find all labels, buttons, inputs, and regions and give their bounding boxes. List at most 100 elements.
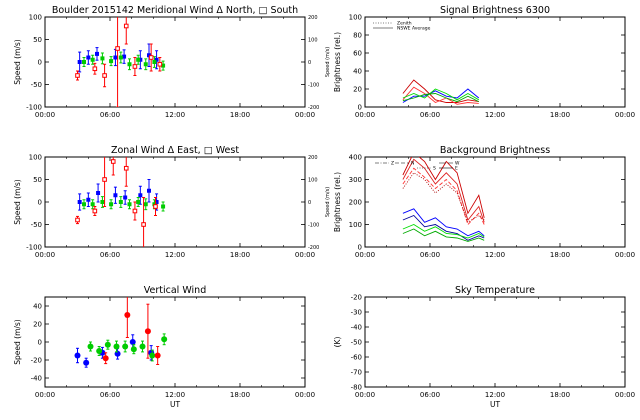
meridional-point [132, 64, 138, 69]
signal-legend-label: NSWE Average [397, 26, 431, 32]
background-series-line [402, 158, 485, 223]
skytemp-ytick-label: -50 [351, 339, 362, 347]
signal-series-line [402, 88, 480, 103]
background-xtick-label: 12:00 [485, 251, 505, 259]
vertical-point [83, 359, 90, 366]
meridional-point [77, 60, 82, 64]
meridional-point [109, 59, 114, 64]
signal-xtick-label: 18:00 [550, 111, 570, 119]
zonal-ylabel-right: Speed (m/s) [325, 187, 331, 217]
meridional-ytick-right-label: 0 [308, 60, 311, 66]
skytemp-xtick-label: 06:00 [420, 391, 440, 399]
background-series-line [402, 214, 485, 241]
vertical-point [104, 341, 111, 348]
zonal-ylabel: Speed (m/s) [13, 179, 22, 225]
meridional-point [113, 55, 118, 60]
meridional-point [136, 57, 141, 62]
background-legend-label: E [455, 166, 458, 172]
vertical-point [139, 343, 146, 350]
signal-panel: Signal Brightness 6300 00:00 06:00 12:00 18:… [333, 5, 635, 119]
signal-legend-label: Zenith [397, 21, 412, 27]
meridional-ytick-label: 100 [29, 14, 42, 22]
skytemp-xtick-label: 12:00 [485, 391, 505, 399]
signal-ytick-label: 20 [353, 86, 362, 94]
meridional-ylabel: Speed (m/s) [13, 39, 22, 85]
zonal-xtick-label: 06:00 [100, 251, 120, 259]
meridional-ytick-label: 50 [33, 36, 42, 44]
meridional-xtick-label: 12:00 [165, 111, 185, 119]
zonal-point [143, 202, 148, 207]
zonal-point [123, 165, 129, 171]
zonal-point [96, 191, 101, 195]
meridional-point [148, 55, 154, 60]
meridional-point [138, 57, 143, 62]
signal-xtick-label: 06:00 [420, 111, 440, 119]
vertical-xtick-label: 18:00 [230, 391, 250, 399]
vertical-xtick-label: 00:00 [295, 391, 315, 399]
meridional-xtick-label: 00:00 [295, 111, 315, 119]
signal-series-line [402, 86, 479, 105]
zonal-ytick-label: -100 [26, 244, 42, 252]
skytemp-xtick-label: 00:00 [355, 391, 375, 399]
background-xtick-label: 00:00 [355, 251, 375, 259]
skytemp-xlabel: UT [490, 400, 500, 409]
meridional-point [90, 57, 95, 62]
zonal-ytick-label: -50 [31, 221, 42, 229]
background-legend-label: W [455, 161, 460, 167]
background-ytick-label: 400 [349, 154, 362, 162]
meridional-xtick-label: 00:00 [35, 111, 55, 119]
signal-title: Signal Brightness 6300 [440, 5, 550, 16]
vertical-data [74, 297, 168, 368]
vertical-point [113, 343, 120, 350]
zonal-ytick-right-label: -100 [308, 223, 319, 229]
skytemp-xtick-label: 18:00 [550, 391, 570, 399]
signal-ytick-label: 60 [353, 50, 362, 58]
signal-ytick-label: 80 [353, 32, 362, 40]
vertical-point [74, 352, 81, 359]
zonal-ytick-label: 0 [38, 199, 42, 207]
zonal-point [75, 217, 80, 223]
vertical-ylabel: Speed (m/s) [13, 319, 22, 365]
zonal-point [92, 208, 98, 214]
background-series-line [402, 223, 485, 239]
meridional-ytick-right-label: 100 [308, 38, 318, 44]
zonal-point [86, 197, 91, 202]
zonal-point [161, 204, 166, 209]
zonal-ytick-right-label: 200 [308, 155, 318, 161]
signal-series-line [402, 88, 480, 101]
meridional-point [75, 73, 80, 78]
zonal-ytick-label: 100 [29, 154, 42, 162]
zonal-ytick-right-label: 100 [308, 178, 318, 184]
meridional-point [118, 55, 123, 60]
zonal-point [138, 193, 143, 198]
background-ytick-label: 200 [349, 199, 362, 207]
zonal-point [113, 193, 118, 198]
zonal-point [136, 200, 141, 204]
background-ytick-label: 0 [358, 244, 362, 252]
vertical-ytick-label: 20 [33, 321, 42, 329]
zonal-point [153, 204, 158, 209]
vertical-point [129, 339, 136, 345]
skytemp-xtick-label: 00:00 [615, 391, 635, 399]
vertical-point [122, 343, 129, 350]
signal-xtick-label: 00:00 [615, 111, 635, 119]
zonal-point [147, 188, 151, 193]
zonal-point [123, 195, 128, 200]
meridional-point [154, 57, 159, 62]
meridional-data [75, 17, 166, 107]
background-series-line [402, 157, 485, 218]
zonal-ytick-right-label: 0 [308, 200, 311, 206]
meridional-xtick-label: 18:00 [230, 111, 250, 119]
signal-data [402, 79, 480, 105]
zonal-xtick-label: 18:00 [230, 251, 250, 259]
background-xtick-label: 18:00 [550, 251, 570, 259]
zonal-point [102, 177, 107, 182]
skytemp-ytick-label: -40 [351, 324, 362, 332]
background-legend-label: N [411, 161, 414, 167]
skytemp-ylabel: (K) [333, 337, 342, 348]
meridional-ytick-right-label: -200 [308, 105, 319, 111]
meridional-ytick-label: 0 [38, 59, 42, 67]
vertical-ytick-label: -40 [31, 375, 42, 383]
meridional-point [82, 60, 86, 64]
skytemp-ytick-label: -80 [351, 384, 362, 392]
